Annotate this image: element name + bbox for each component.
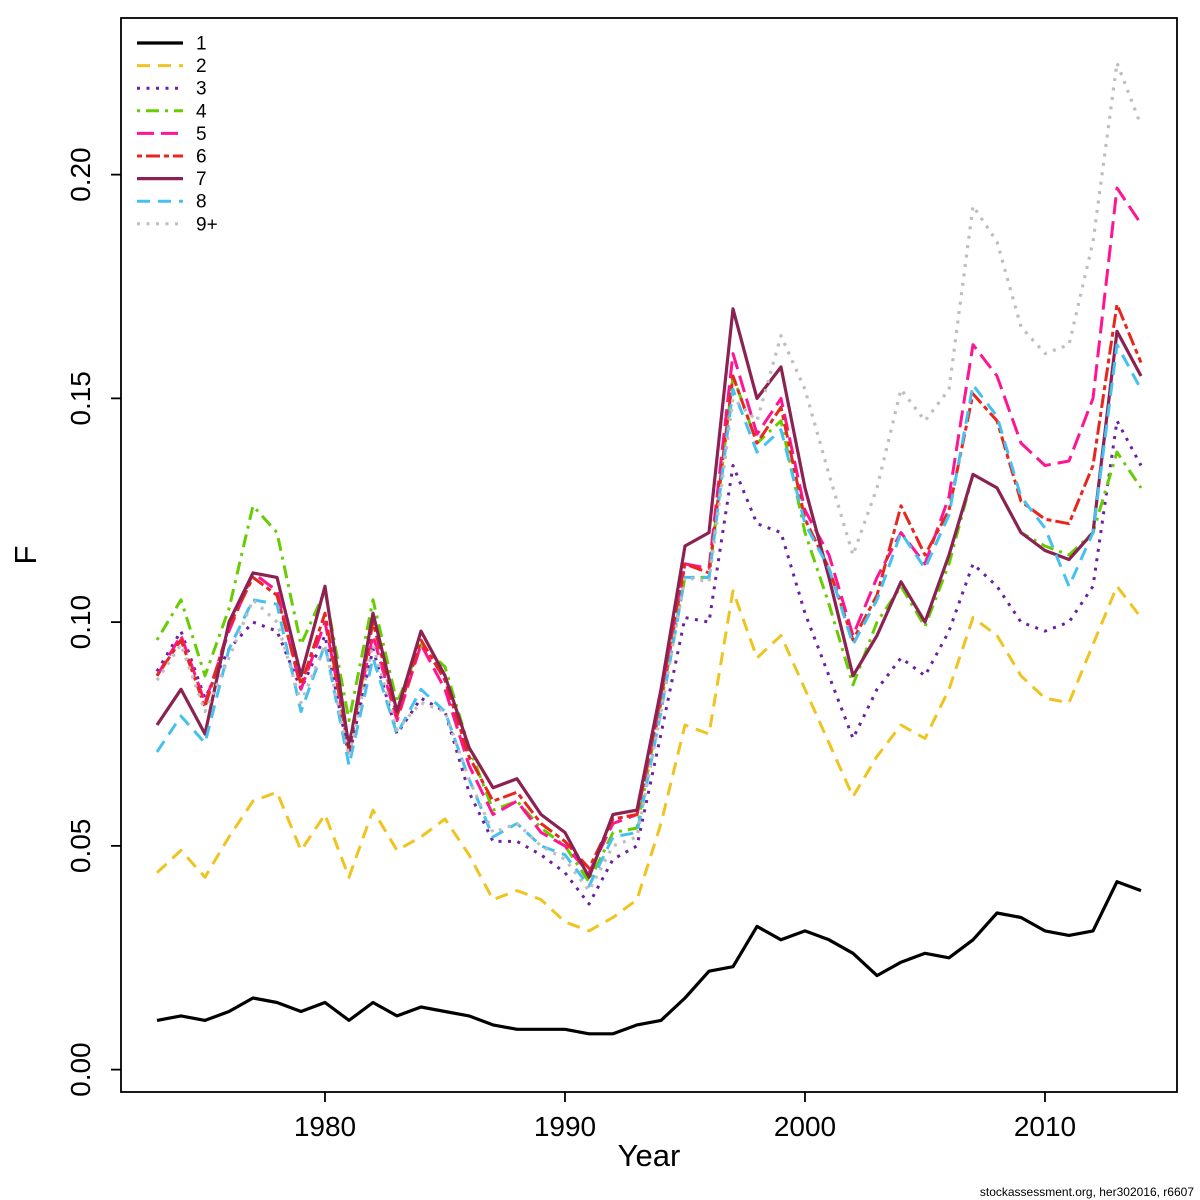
y-axis-title: F — [8, 546, 43, 565]
chart-layer: 1980 1990 2000 2010 0.00 0.05 0.10 0.15 0.20 1234… — [65, 17, 1178, 1142]
series-line-8 — [155, 343, 1143, 888]
y-tick-label: 0.05 — [65, 819, 96, 874]
legend-label-2: 2 — [196, 56, 207, 77]
x-tick-label: 1980 — [294, 1111, 356, 1142]
series-line-7 — [155, 307, 1143, 879]
legend-label-3: 3 — [196, 79, 207, 100]
legend-label-8: 8 — [196, 192, 207, 213]
footer-credit: stockassessment.org, her302016, r6607 — [980, 1185, 1194, 1199]
x-tick-label: 2010 — [1014, 1111, 1076, 1142]
series-line-4 — [155, 374, 1143, 884]
y-tick-label: 0.00 — [65, 1042, 96, 1097]
x-axis-title: Year — [618, 1138, 681, 1173]
series-line-6 — [155, 302, 1143, 870]
legend-label-6: 6 — [196, 147, 207, 168]
legend-label-9+: 9+ — [196, 214, 218, 235]
series-line-2 — [155, 584, 1143, 933]
legend-label-4: 4 — [196, 101, 207, 122]
y-tick-label: 0.10 — [65, 595, 96, 650]
y-tick-label: 0.20 — [65, 147, 96, 202]
plot-border — [120, 17, 1178, 1093]
series-line-9+ — [155, 61, 1143, 893]
legend-label-7: 7 — [196, 169, 207, 190]
legend-label-1: 1 — [196, 34, 207, 55]
legend-label-5: 5 — [196, 124, 207, 145]
series-line-1 — [156, 880, 1142, 1036]
series-line-5 — [155, 186, 1143, 875]
y-tick-label: 0.15 — [65, 371, 96, 426]
x-tick-label: 2000 — [774, 1111, 836, 1142]
x-tick-label: 1990 — [534, 1111, 596, 1142]
